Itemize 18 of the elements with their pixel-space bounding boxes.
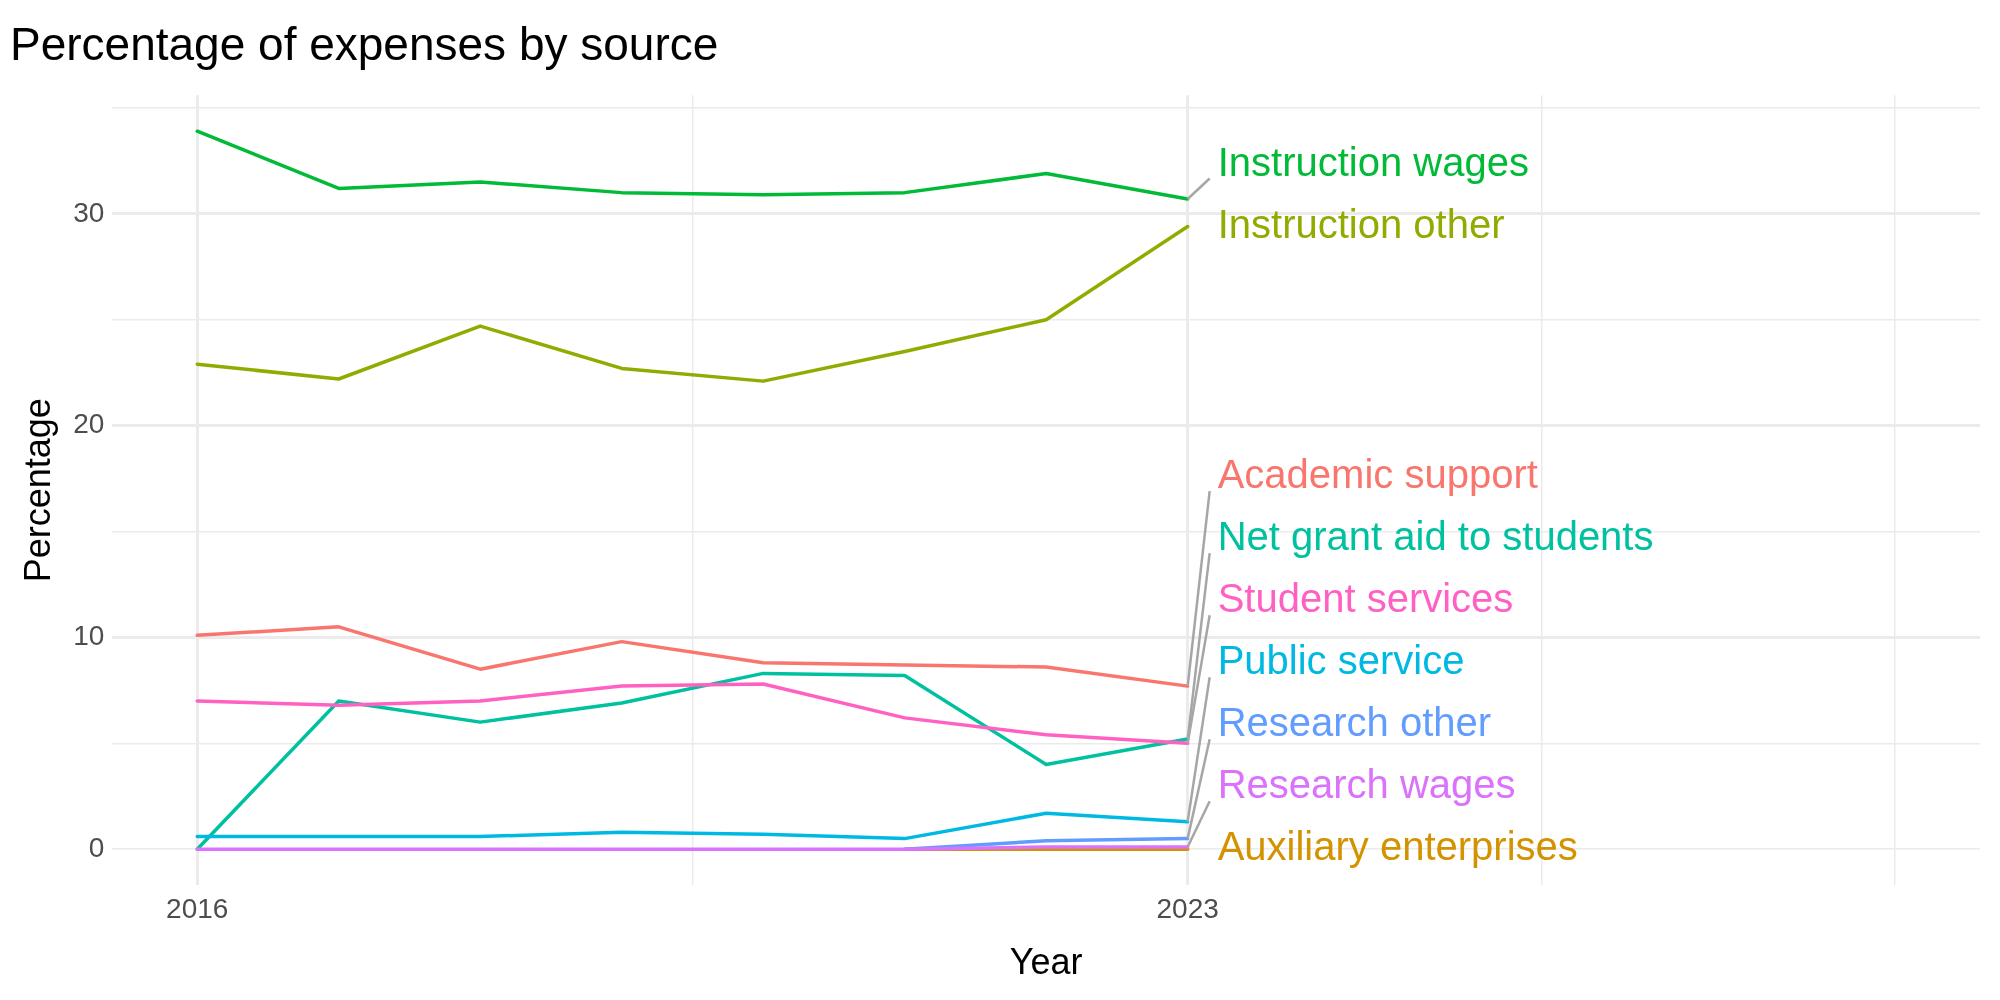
series-label: Research wages xyxy=(1217,762,1516,807)
x-tick-label: 2016 xyxy=(166,892,229,924)
y-tick-label: 10 xyxy=(73,620,105,652)
text: Net grant aid to students xyxy=(1217,514,1654,559)
x-tick-label: 2023 xyxy=(1156,892,1219,924)
text: Research other xyxy=(1217,700,1492,745)
chart-title: Percentage of expenses by source xyxy=(10,18,719,71)
y-tick-label: 30 xyxy=(73,196,105,228)
series-label: Instruction other xyxy=(1217,201,1505,246)
y-axis-title: Percentage xyxy=(16,398,58,583)
text: Student services xyxy=(1217,576,1514,621)
y-tick-label: 20 xyxy=(73,408,105,440)
series-label: Instruction wages xyxy=(1217,139,1529,184)
x-axis-title: Year xyxy=(1009,941,1083,983)
text: Academic support xyxy=(1217,452,1538,497)
y-tick-label: 0 xyxy=(88,831,105,863)
text: Public service xyxy=(1217,638,1465,683)
series-label: Auxiliary enterprises xyxy=(1217,824,1578,869)
